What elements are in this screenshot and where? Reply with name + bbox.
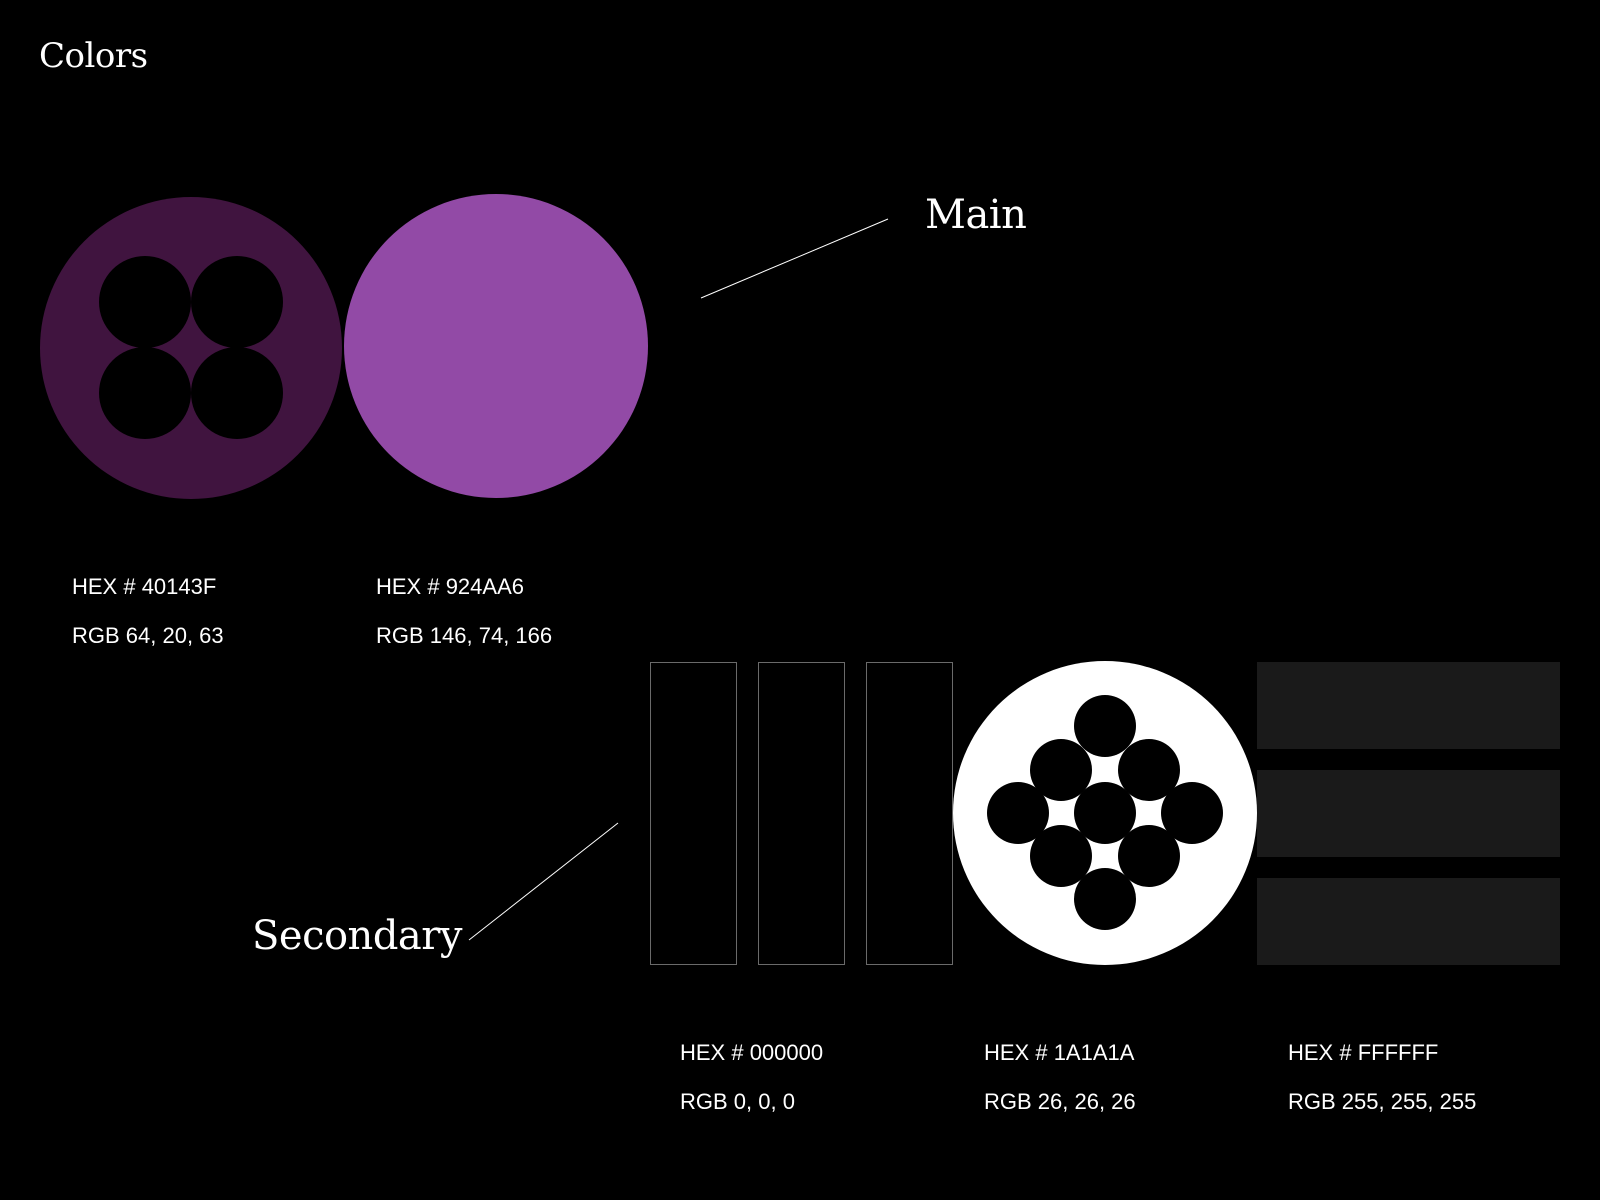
hex-value: HEX # 40143F xyxy=(72,574,217,599)
page-title: Colors xyxy=(39,36,148,76)
swatch-black-info: HEX # 000000 RGB 0, 0, 0 xyxy=(680,1042,823,1113)
secondary-colors-label: Secondary xyxy=(252,913,463,959)
swatch-black-shape xyxy=(650,662,953,965)
hex-value: HEX # 1A1A1A xyxy=(984,1040,1135,1065)
rgb-value: RGB 26, 26, 26 xyxy=(984,1089,1136,1114)
swatch-dark-grey-info: HEX # 1A1A1A RGB 26, 26, 26 xyxy=(984,1042,1136,1113)
hex-value: HEX # 000000 xyxy=(680,1040,824,1065)
swatch-light-purple-shape xyxy=(344,194,648,498)
hex-value: HEX # 924AA6 xyxy=(376,574,524,599)
swatch-light-purple-info: HEX # 924AA6 RGB 146, 74, 166 xyxy=(376,576,552,647)
secondary-leader-line xyxy=(468,822,619,941)
hex-value: HEX # FFFFFF xyxy=(1288,1040,1439,1065)
swatch-white-shape xyxy=(953,661,1257,965)
swatch-white-info: HEX # FFFFFF RGB 255, 255, 255 xyxy=(1288,1042,1476,1113)
main-colors-label: Main xyxy=(925,192,1027,238)
swatch-dark-purple-info: HEX # 40143F RGB 64, 20, 63 xyxy=(72,576,224,647)
main-leader-line xyxy=(700,218,889,299)
rgb-value: RGB 64, 20, 63 xyxy=(72,623,224,648)
rgb-value: RGB 0, 0, 0 xyxy=(680,1089,795,1114)
rgb-value: RGB 146, 74, 166 xyxy=(376,623,553,648)
swatch-dark-grey-shape xyxy=(1257,662,1560,965)
swatch-dark-purple-shape xyxy=(40,197,342,499)
rgb-value: RGB 255, 255, 255 xyxy=(1288,1089,1477,1114)
